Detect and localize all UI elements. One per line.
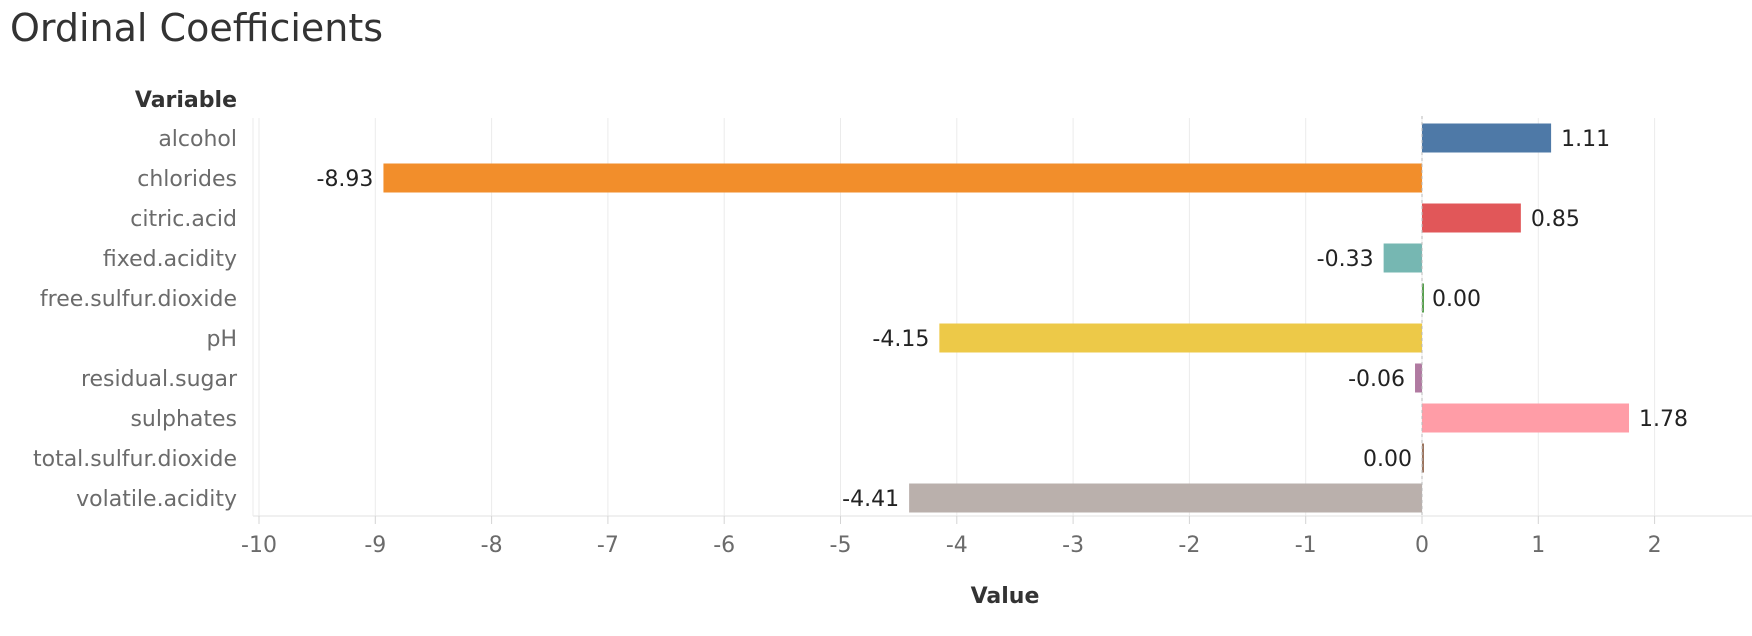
y-axis-title: Variable (135, 88, 237, 113)
x-tick-label: -6 (713, 533, 735, 558)
data-label: -0.33 (1317, 247, 1374, 272)
bars (383, 116, 1630, 516)
x-tick-label: -2 (1178, 533, 1200, 558)
bar-residual-sugar (1415, 363, 1422, 393)
category-label: volatile.acidity (76, 487, 237, 512)
data-label: -4.41 (842, 487, 899, 512)
category-label: citric.acid (130, 207, 237, 232)
bar-total-sulfur-dioxide (1422, 443, 1424, 473)
data-label: -4.15 (872, 327, 929, 352)
x-tick-label: -7 (597, 533, 619, 558)
data-label: 1.11 (1561, 127, 1610, 152)
x-tick-label: -1 (1295, 533, 1317, 558)
x-tick-label: -8 (481, 533, 503, 558)
category-label: fixed.acidity (103, 247, 237, 272)
x-tick-label: 2 (1648, 533, 1662, 558)
bar-free-sulfur-dioxide (1422, 283, 1424, 313)
x-axis-title: Value (971, 584, 1040, 609)
bar-fixed-acidity (1383, 243, 1422, 273)
bar-sulphates (1422, 403, 1630, 433)
data-label: -0.06 (1348, 367, 1405, 392)
data-label: 0.00 (1363, 447, 1412, 472)
data-labels: 1.11 -8.93 0.85 -0.33 0.00 -4.15 -0.06 1.78 0.00… (317, 127, 1688, 512)
category-label: total.sulfur.dioxide (33, 447, 237, 472)
bar-citric-acid (1422, 203, 1521, 233)
x-tick-label: 0 (1415, 533, 1429, 558)
category-label: residual.sugar (81, 367, 238, 392)
x-tick-labels: -10 -9 -8 -7 -6 -5 -4 -3 -2 -1 0 1 2 (241, 516, 1662, 558)
category-label: chlorides (137, 167, 237, 192)
category-label: alcohol (158, 127, 237, 152)
category-label: pH (206, 327, 237, 352)
bar-pH (939, 323, 1422, 353)
bar-volatile-acidity (909, 483, 1422, 513)
chart-title: Ordinal Coefficients (10, 6, 384, 50)
data-label: 0.85 (1531, 207, 1580, 232)
category-label: sulphates (130, 407, 237, 432)
category-labels: alcohol chlorides citric.acid fixed.acidity… (33, 127, 238, 512)
x-tick-label: 1 (1531, 533, 1545, 558)
bar-chlorides (383, 163, 1422, 193)
x-tick-label: -4 (946, 533, 968, 558)
x-tick-label: -10 (241, 533, 277, 558)
data-label: 1.78 (1639, 407, 1688, 432)
x-tick-label: -3 (1062, 533, 1084, 558)
data-label: 0.00 (1432, 287, 1481, 312)
x-tick-label: -9 (364, 533, 386, 558)
x-tick-label: -5 (830, 533, 852, 558)
bar-alcohol (1422, 123, 1552, 153)
category-label: free.sulfur.dioxide (40, 287, 237, 312)
data-label: -8.93 (317, 167, 374, 192)
